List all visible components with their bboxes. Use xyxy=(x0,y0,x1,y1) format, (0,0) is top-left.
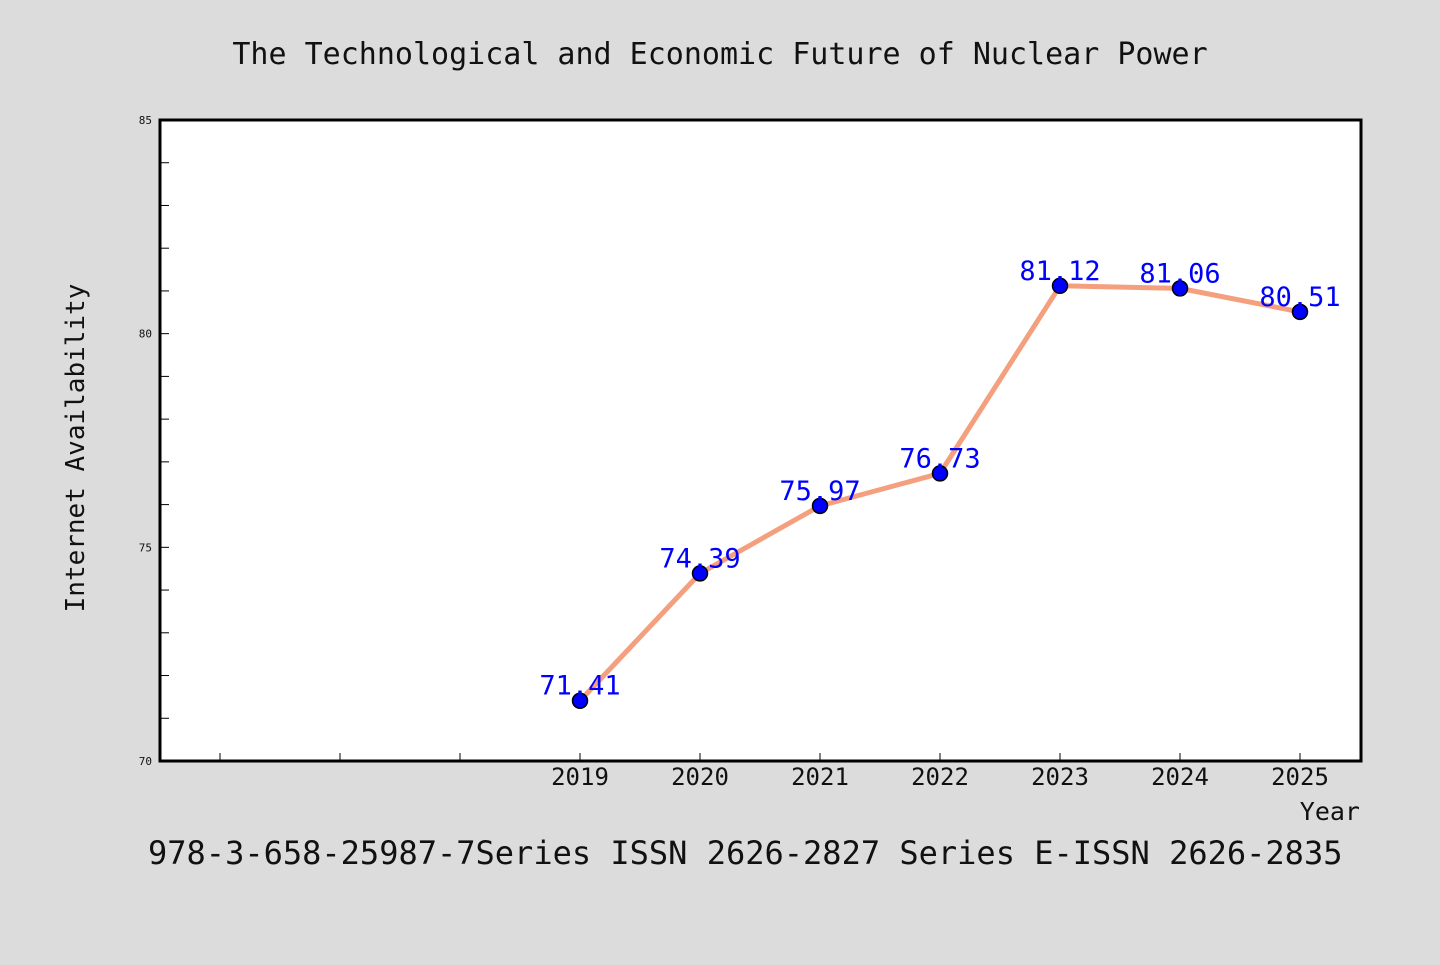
x-tick-label: 2020 xyxy=(671,763,729,791)
x-tick-label: 2022 xyxy=(911,763,969,791)
data-point xyxy=(1171,280,1189,297)
data-point xyxy=(571,692,589,709)
data-label: 81.12 xyxy=(1019,256,1100,287)
data-label: 71.41 xyxy=(539,671,620,702)
data-point xyxy=(931,465,949,482)
data-point xyxy=(691,565,709,582)
y-axis-label: Internet Availability xyxy=(61,284,91,613)
chart-title: The Technological and Economic Future of… xyxy=(232,37,1207,72)
footer-isbn-text: 978-3-658-25987-7Series ISSN 2626-2827 S… xyxy=(148,834,1342,872)
x-tick-label: 2025 xyxy=(1271,763,1329,791)
plot-area xyxy=(158,118,1363,763)
x-axis: 2019 2020 2021 2022 2023 2024 2025 xyxy=(219,753,1329,791)
x-tick-label: 2019 xyxy=(551,763,609,791)
data-point xyxy=(1291,303,1309,321)
x-tick-label: 2023 xyxy=(1031,763,1089,791)
y-tick-label: 70 xyxy=(139,755,152,768)
y-tick-label: 80 xyxy=(139,328,152,341)
y-axis: 70 75 80 85 xyxy=(139,114,169,768)
data-label: 80.51 xyxy=(1259,282,1340,313)
data-point xyxy=(811,497,829,515)
x-tick-label: 2021 xyxy=(791,763,849,791)
data-label: 75.97 xyxy=(779,476,860,507)
y-tick-label: 75 xyxy=(139,541,152,554)
data-point xyxy=(1051,277,1069,295)
data-label: 81.06 xyxy=(1139,258,1220,289)
x-axis-label: Year xyxy=(1300,797,1360,826)
data-label: 76.73 xyxy=(899,443,980,474)
y-tick-label: 85 xyxy=(139,114,152,127)
data-label: 74.39 xyxy=(659,543,740,574)
series-layer: 71.41 74.39 75.97 76.73 81.12 81.06 80.51 xyxy=(539,256,1341,709)
x-tick-label: 2024 xyxy=(1151,763,1209,791)
